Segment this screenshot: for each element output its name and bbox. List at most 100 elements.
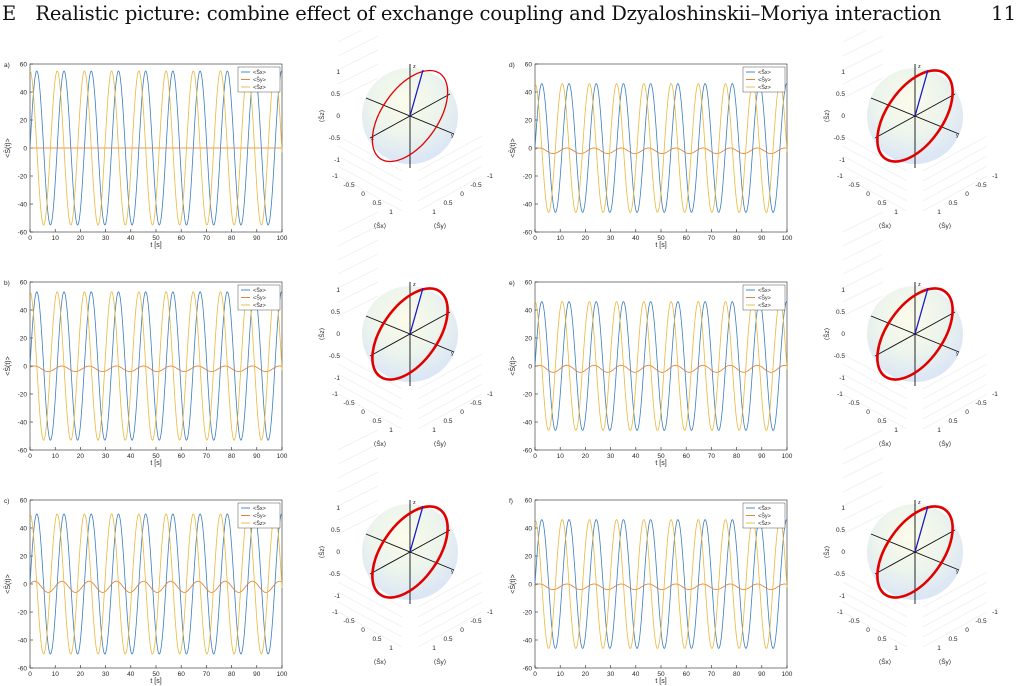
y-tick-label: 60 xyxy=(525,498,533,505)
grid-line xyxy=(842,373,908,410)
grid-line xyxy=(842,165,908,202)
x-tick-label: 70 xyxy=(708,453,716,460)
grid-line xyxy=(337,513,379,535)
y-tick-label: 20 xyxy=(525,554,533,561)
x-tick-label: 80 xyxy=(733,453,741,460)
grid-line xyxy=(417,145,483,182)
x-tick-label: 0.5 xyxy=(372,418,381,425)
x-tick-label: 90 xyxy=(758,671,766,678)
x-tick-label: 40 xyxy=(632,671,640,678)
x-tick-label: 0 xyxy=(533,235,537,242)
z-tick-label: 0.5 xyxy=(836,309,845,316)
x-tick-label: 20 xyxy=(77,453,85,460)
grid-line xyxy=(842,443,884,465)
x-tick-label: 0.5 xyxy=(877,200,886,207)
grid-line xyxy=(922,363,988,400)
y-tick-label: 40 xyxy=(20,526,28,533)
x-tick-label: 0 xyxy=(866,409,870,416)
x-axis-label: t [s] xyxy=(655,242,666,249)
axis-letter-y: y xyxy=(451,351,454,357)
x-tick-label: 20 xyxy=(77,235,85,242)
bloch-sphere-plot-b: x yz10.50-0.5-1⟨Ŝz⟩-1-0.500.51-1-0.500.5… xyxy=(317,211,493,448)
bloch-vector xyxy=(409,69,424,117)
grid-line xyxy=(337,571,403,608)
y-tick-label: 1 xyxy=(937,209,941,216)
x-tick-label: 10 xyxy=(557,671,565,678)
x-tick-label: 70 xyxy=(203,671,211,678)
grid-line xyxy=(337,373,403,410)
grid-line xyxy=(417,581,483,618)
x-tick-label: 0.5 xyxy=(877,636,886,643)
y-tick-label: -60 xyxy=(18,666,28,673)
y-tick-label: 20 xyxy=(20,118,28,125)
x-tick-label: 70 xyxy=(203,453,211,460)
trajectory-ellipse xyxy=(876,287,954,381)
y-tick-label: -40 xyxy=(18,420,28,427)
grid-line xyxy=(842,145,908,182)
series-line xyxy=(29,365,283,373)
x-tick-label: -1 xyxy=(332,391,338,398)
grid-line xyxy=(922,591,988,628)
x-tick-label: 10 xyxy=(557,453,565,460)
grid-line xyxy=(337,429,379,451)
x-tick-label: 0 xyxy=(361,627,365,634)
z-tick-label: 1 xyxy=(336,505,340,512)
x-tick-label: 90 xyxy=(253,671,261,678)
grid-line xyxy=(417,373,483,410)
trajectory-ellipse xyxy=(876,505,954,599)
grid-line xyxy=(337,499,379,521)
y-tick-label: -1 xyxy=(992,173,998,180)
x-tick-label: 100 xyxy=(782,671,793,678)
z-tick-label: -0.5 xyxy=(329,353,341,360)
z-axis-label: ⟨Ŝz⟩ xyxy=(317,546,326,559)
grid-line xyxy=(337,383,403,420)
grid-line xyxy=(842,155,908,192)
z-tick-label: 0 xyxy=(841,113,845,120)
axis-letter-z: z xyxy=(413,282,416,288)
z-tick-label: 1 xyxy=(336,287,340,294)
legend-entry: <Ŝz> xyxy=(253,84,266,91)
x-tick-label: 50 xyxy=(657,235,665,242)
x-tick-label: 70 xyxy=(708,671,716,678)
y-tick-label: -60 xyxy=(18,230,28,237)
x-axis-label: t [s] xyxy=(655,678,666,685)
grid-line xyxy=(417,353,483,390)
grid-line xyxy=(417,363,483,400)
x-tick-label: 0 xyxy=(866,627,870,634)
y-tick-label: 20 xyxy=(20,336,28,343)
bloch-sphere-plot-c: x yz10.50-0.5-1⟨Ŝz⟩-1-0.500.51-1-0.500.5… xyxy=(317,429,493,666)
panel-label: a) xyxy=(4,62,10,69)
z-tick-label: 0 xyxy=(841,549,845,556)
grid-line xyxy=(337,353,403,390)
y-tick-label: 0 xyxy=(460,191,464,198)
y-tick-label: 0.5 xyxy=(443,418,452,425)
y-tick-label: -0.5 xyxy=(470,618,482,625)
panel-label: f) xyxy=(509,498,513,505)
y-tick-label: -0.5 xyxy=(975,618,987,625)
z-axis-label: ⟨Ŝz⟩ xyxy=(317,110,326,123)
legend-entry: <Ŝy> xyxy=(253,513,266,520)
grid-line xyxy=(922,383,988,420)
y-tick-label: 60 xyxy=(20,280,28,287)
y-tick-label: -0.5 xyxy=(470,400,482,407)
x-tick-label: 60 xyxy=(683,453,691,460)
grid-line xyxy=(842,457,884,479)
y-axis-label: <Ŝ(t)> xyxy=(508,574,517,593)
grid-lines xyxy=(337,211,483,430)
grid-line xyxy=(337,591,403,628)
y-axis-label: <Ŝ(t)> xyxy=(3,138,12,157)
x-tick-label: 30 xyxy=(102,235,110,242)
x-axis-title: ⟨Ŝx⟩ xyxy=(879,221,892,230)
x-axis-label: t [s] xyxy=(150,242,161,249)
y-tick-label: 0.5 xyxy=(948,200,957,207)
y-tick-label: 0 xyxy=(460,627,464,634)
grid-line xyxy=(842,225,884,247)
y-tick-label: 0 xyxy=(965,191,969,198)
grid-line xyxy=(842,571,908,608)
x-tick-label: 0 xyxy=(866,191,870,198)
grid-line xyxy=(922,373,988,410)
x-tick-label: 60 xyxy=(178,235,186,242)
panel-label: c) xyxy=(4,498,9,505)
x-tick-label: 40 xyxy=(127,671,135,678)
